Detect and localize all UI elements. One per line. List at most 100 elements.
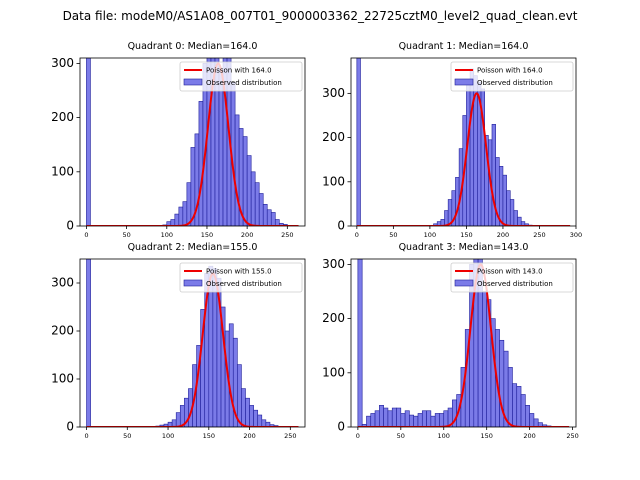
histogram-bar [391,407,397,427]
histogram-bar [482,291,487,427]
legend-label-observed: Observed distribution [206,79,282,87]
x-tick-label: 50 [123,432,131,440]
x-tick-label: 250 [284,432,296,440]
legend-label-poisson: Poisson with 143.0 [477,268,543,276]
legend: Poisson with 164.0 Observed distribution [179,61,303,92]
y-tick-label: 200 [322,311,345,325]
histogram-bar [520,394,526,427]
histogram-bar [234,114,240,226]
quadrant-2-chart: Quadrant 2: Median=155.0 0 100 200 300 0 50 100… [51,242,306,440]
histogram-bar [507,367,513,427]
figure-title: Data file: modeM0/AS1A08_007T01_90000033… [63,9,578,23]
histogram-bar [366,415,372,427]
y-tick-label: 300 [51,56,74,70]
x-tick-label: 0 [84,432,88,440]
histogram-bar [270,212,276,226]
histogram-bar [417,413,423,427]
y-tick-label: 200 [51,110,74,124]
histogram-bar [186,182,192,226]
chart-panels: Quadrant 0: Median=164.0 0 100 200 300 0 50 100… [51,41,582,440]
legend-box [450,262,574,293]
histogram-bar [374,410,380,427]
legend: Poisson with 155.0 Observed distribution [179,262,303,293]
histogram-bar [509,199,515,226]
x-tick-label: 250 [533,231,545,239]
legend-label-observed: Observed distribution [477,79,553,87]
histogram-bar [516,386,522,427]
histogram-bar [379,405,384,427]
histogram-bar [396,407,402,427]
y-tick-label: 100 [322,365,345,379]
x-tick-label: 200 [241,231,253,239]
histogram-bar [258,193,264,226]
quadrant-3-chart: Quadrant 3: Median=143.0 0 100 200 300 0 50 100… [322,242,579,440]
histogram-bar [257,414,263,427]
histogram-bar [261,419,267,427]
y-tick-label: 300 [322,257,345,271]
histogram-bar [242,136,248,226]
x-tick-label: 0 [84,231,88,239]
legend-bar-swatch [454,78,474,86]
histogram-bar [426,410,432,427]
histogram-bar [498,166,504,226]
y-tick-label: 0 [337,420,345,434]
histogram-bar [430,415,436,427]
y-tick-label: 200 [51,324,74,338]
x-tick-label: 150 [460,231,472,239]
histogram-bar [174,213,180,226]
histogram-bar [253,409,259,427]
histogram-bar [533,418,539,427]
histogram-bar [178,206,184,226]
y-tick-label: 0 [66,219,74,233]
histogram-bar [249,405,254,427]
histogram-bar [512,383,518,427]
histogram-bar [443,410,449,427]
poisson-curve [357,263,570,427]
legend-box [450,61,574,92]
histogram-bar [525,405,530,427]
x-tick-label: 0 [355,231,359,239]
y-tick-label: 200 [322,130,345,144]
y-tick-label: 100 [51,372,74,386]
histogram-bar [409,414,414,427]
legend-label-poisson: Poisson with 164.0 [477,67,543,75]
histogram-bar [175,412,181,427]
histogram-bar [86,259,91,427]
legend-bar-swatch [183,279,203,287]
histogram-bar [404,410,410,427]
legend-label-poisson: Poisson with 164.0 [206,67,272,75]
histogram-bars [357,259,552,427]
x-tick-label: 250 [281,231,293,239]
x-tick-label: 50 [397,432,405,440]
plot-frame [350,258,577,428]
quadrant-0-title: Quadrant 0: Median=164.0 [128,41,258,52]
histogram-bar [218,68,224,226]
x-tick-label: 0 [356,432,360,440]
x-tick-label: 200 [523,432,535,440]
y-tick-label: 300 [51,276,74,290]
histogram-bar [254,182,260,226]
histogram-bar [506,190,511,226]
histogram-bar [266,209,272,226]
x-tick-label: 100 [162,432,174,440]
x-tick-label: 50 [122,231,130,239]
legend-box [179,61,303,92]
histogram-bar [383,407,389,427]
quadrant-0-chart: Quadrant 0: Median=164.0 0 100 200 300 0 50 100… [51,41,306,239]
y-tick-label: 300 [322,86,345,100]
x-tick-label: 150 [203,432,215,440]
histogram-bar [357,259,363,427]
x-tick-label: 100 [424,231,436,239]
legend: Poisson with 164.0 Observed distribution [450,61,574,92]
legend-box [179,262,303,293]
x-tick-label: 300 [570,231,582,239]
histogram-bar [387,410,393,427]
histogram-bar [86,58,91,226]
histogram-bar [444,210,449,226]
legend: Poisson with 143.0 Observed distribution [450,262,574,293]
histogram-bar [182,201,188,226]
y-tick-label: 100 [51,164,74,178]
poisson-curve [86,272,299,427]
x-tick-label: 200 [497,231,509,239]
